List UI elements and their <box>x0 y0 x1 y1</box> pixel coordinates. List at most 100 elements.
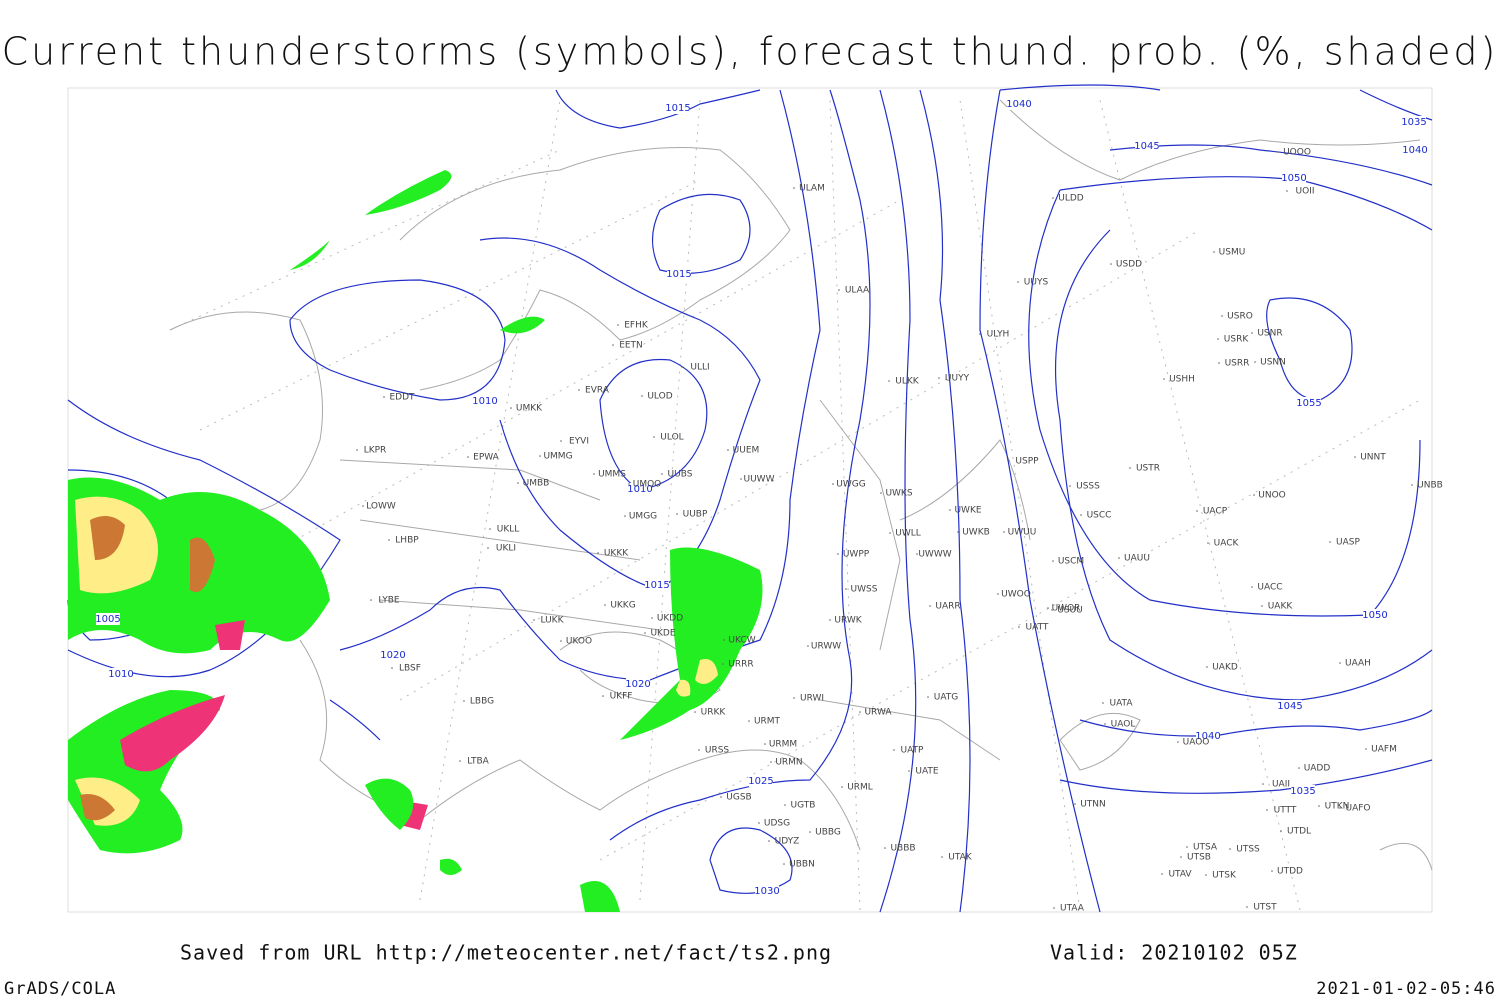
station-dot <box>578 389 580 391</box>
station-label: URKK <box>701 708 727 718</box>
station-label: UTDL <box>1287 827 1311 837</box>
station-dot <box>1218 362 1220 364</box>
station-dot <box>1018 626 1020 628</box>
station-dot <box>651 617 653 619</box>
station-dot <box>698 749 700 751</box>
isobar-label-bg <box>1403 144 1427 156</box>
station-label: USNR <box>1257 329 1282 339</box>
station-label: USPP <box>1015 457 1039 467</box>
isobar-label: 1045 <box>1277 701 1302 712</box>
station-dot <box>1205 874 1207 876</box>
station-dot <box>604 604 606 606</box>
station-label: EYVI <box>569 437 589 447</box>
station-label: UBBN <box>789 860 815 870</box>
station-dot <box>1129 467 1131 469</box>
station-label: UACP <box>1203 507 1228 517</box>
station-label: USRK <box>1224 335 1250 345</box>
station-dot <box>1074 803 1076 805</box>
station-label: UKOO <box>566 637 592 647</box>
station-label: UAFO <box>1345 804 1370 814</box>
station-label: UKKK <box>604 549 629 559</box>
station-dot <box>859 711 861 713</box>
station-dot <box>1196 510 1198 512</box>
station-label: LUKK <box>541 616 565 626</box>
station-label: UWWW <box>918 550 951 560</box>
station-label: ULOD <box>647 392 672 402</box>
station-label: LHBP <box>395 536 419 546</box>
station-label: USSS <box>1076 482 1100 492</box>
station-dot <box>661 473 663 475</box>
station-label: UWKB <box>962 528 990 538</box>
station-dot <box>539 455 541 457</box>
station-label: UKDD <box>657 614 683 624</box>
isobar-label-bg <box>1291 785 1315 797</box>
isobar-label: 1040 <box>1195 731 1220 742</box>
station-label: UACC <box>1257 583 1282 593</box>
isobar-label: 1005 <box>95 614 120 625</box>
isobar-label: 1055 <box>1296 398 1321 409</box>
isobar-label: 1020 <box>380 650 405 661</box>
station-dot <box>1365 748 1367 750</box>
station-label: UTNN <box>1080 800 1106 810</box>
isobar-label: 1035 <box>1401 117 1426 128</box>
isobar-label: 1010 <box>472 396 497 407</box>
station-label: UGSB <box>726 793 751 803</box>
station-label: UAKK <box>1268 602 1294 612</box>
station-label: UMOO <box>633 480 662 490</box>
station-dot <box>829 619 831 621</box>
station-dot <box>560 640 562 642</box>
isobar-label: 1015 <box>665 103 690 114</box>
station-dot <box>927 696 929 698</box>
station-label: UWUU <box>1008 528 1037 538</box>
isobar-label: 1015 <box>644 580 669 591</box>
station-label: UWOO <box>1001 590 1031 600</box>
station-label: UWLL <box>895 529 921 539</box>
station-dot <box>487 547 489 549</box>
station-dot <box>1053 907 1055 909</box>
station-label: UTAA <box>1060 904 1085 914</box>
station-dot <box>884 847 886 849</box>
station-label: UWGG <box>836 480 865 490</box>
station-dot <box>938 377 940 379</box>
station-label: UWOR <box>1052 604 1081 614</box>
station-dot <box>356 449 358 451</box>
station-label: UNBB <box>1417 481 1443 491</box>
software: GrADS/COLA <box>4 979 116 999</box>
station-label: UTST <box>1253 903 1277 913</box>
station-dot <box>893 749 895 751</box>
valid-time: Valid: 20210102 05Z <box>1050 941 1298 965</box>
station-dot <box>694 711 696 713</box>
isobar-label: 1015 <box>666 269 691 280</box>
isobar-label-bg <box>1007 98 1031 110</box>
station-dot <box>838 289 840 291</box>
station-dot <box>1047 607 1049 609</box>
isobar-label-bg <box>1402 116 1426 128</box>
isobar-label: 1040 <box>1402 145 1427 156</box>
station-label: UOOO <box>1283 148 1311 158</box>
station-label: UAII <box>1272 780 1290 790</box>
station-label: UAUU <box>1124 554 1150 564</box>
station-label: USRR <box>1225 359 1250 369</box>
station-label: UBBB <box>890 844 915 854</box>
station-label: UMBB <box>523 479 550 489</box>
station-label: UUYS <box>1024 278 1049 288</box>
isobar-label: 1010 <box>627 484 652 495</box>
station-label: UTAV <box>1168 870 1192 880</box>
station-dot <box>1266 809 1268 811</box>
isobar-label-bg <box>109 668 133 680</box>
station-label: UNNT <box>1360 453 1386 463</box>
isobar-label-bg <box>1297 397 1321 409</box>
station-dot <box>1262 783 1264 785</box>
timestamp: 2021-01-02-05:46 <box>1316 979 1496 999</box>
station-label: LBSF <box>399 664 421 674</box>
station-dot <box>1003 531 1005 533</box>
station-dot <box>1411 484 1413 486</box>
station-dot <box>916 553 918 555</box>
station-label: USHH <box>1169 375 1195 385</box>
station-label: UNOO <box>1258 491 1286 501</box>
station-label: URWW <box>811 642 841 652</box>
isobar-label: 1030 <box>754 886 779 897</box>
station-dot <box>1318 805 1320 807</box>
